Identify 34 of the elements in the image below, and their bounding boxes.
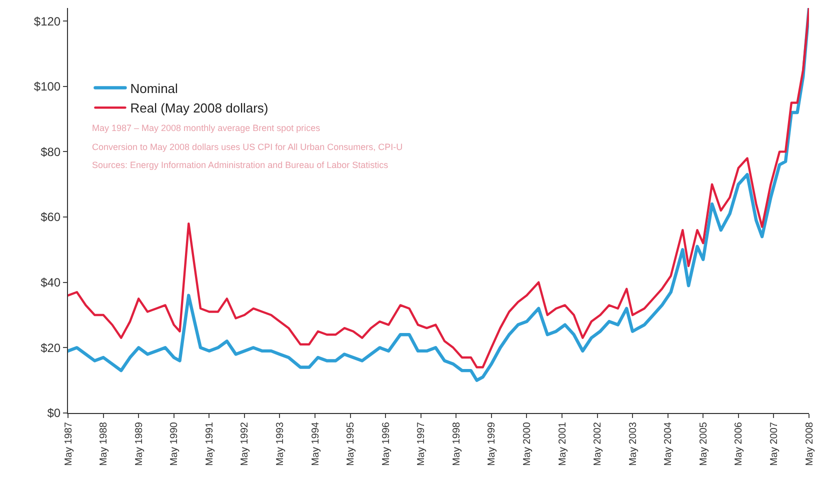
x-tick-label: May 1992 [240,422,251,466]
y-tick-label: $20 [40,340,61,355]
x-tick-label: May 1991 [204,422,216,466]
legend-label: Nominal [130,80,178,96]
y-tick-label: $100 [34,80,61,94]
x-tick-label: May 2008 [804,422,816,466]
x-tick-label: May 1998 [451,422,462,466]
x-tick-label: May 1996 [380,422,392,466]
y-tick-label: $120 [34,14,61,28]
x-tick-label: May 1994 [310,422,322,466]
x-tick-label: May 1989 [134,422,145,466]
x-tick-label: May 2001 [557,422,568,466]
x-tick-label: May 1997 [416,422,428,466]
x-tick-label: May 2004 [663,422,674,466]
x-tick-label: May 1990 [169,422,180,466]
y-tick-label: $40 [40,276,61,290]
x-tick-label: May 1995 [346,422,357,466]
x-tick-label: May 2005 [698,422,710,466]
x-tick-label: May 2006 [734,422,745,466]
x-tick-label: May 2007 [768,422,780,466]
annotation: Conversion to May 2008 dollars uses US CPI for All Urban Consumers, CPI-U [92,142,403,152]
y-tick-label: $80 [40,144,61,159]
y-tick-label: $0 [47,406,61,420]
x-tick-label: May 1987 [63,422,74,466]
x-tick-label: May 2000 [522,422,533,466]
y-tick-label: $60 [40,210,61,224]
x-tick-label: May 1993 [274,422,286,466]
annotation: Sources: Energy Information Administration and Bureau of Labor Statistics [92,160,389,170]
x-tick-label: May 1988 [98,422,110,466]
x-tick-label: May 2002 [592,422,604,466]
x-tick-label: May 1999 [486,422,498,466]
annotation: May 1987 – May 2008 monthly average Brent spot prices [92,123,321,133]
x-tick-label: May 2003 [628,422,639,466]
legend-label: Real (May 2008 dollars) [130,100,268,116]
